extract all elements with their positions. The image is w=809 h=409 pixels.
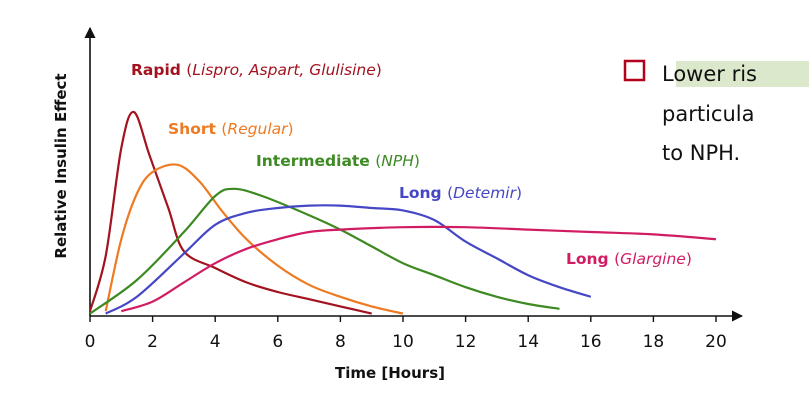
long-detemir-line [105, 204, 592, 315]
x-tick-label: 14 [517, 332, 539, 352]
x-tick-label: 6 [272, 332, 283, 352]
x-tick-label: 18 [643, 332, 665, 352]
x-tick-label: 20 [705, 332, 727, 352]
x-tick-label: 4 [210, 332, 221, 352]
checkbox-bullet-icon [623, 59, 646, 82]
short-line [104, 163, 404, 315]
x-tick-label: 0 [85, 332, 96, 352]
short-label: Short (Regular) [168, 120, 294, 138]
x-tick-label: 12 [455, 332, 477, 352]
x-ticks: 0 2 4 6 8 10 12 14 16 18 20 [85, 316, 727, 352]
long-detemir-label: Long (Detemir) [399, 184, 522, 202]
intermediate-label: Intermediate (NPH) [256, 152, 420, 170]
long-glargine-line [120, 225, 717, 313]
x-tick-label: 10 [392, 332, 414, 352]
y-axis-title: Relative Insulin Effect [52, 73, 70, 258]
series-lines [88, 110, 717, 315]
rapid-line [88, 110, 372, 315]
rapid-label: Rapid (Lispro, Aspart, Glulisine) [131, 61, 382, 79]
side-note-line-2: particula [662, 102, 754, 126]
long-glargine-label: Long (Glargine) [566, 250, 692, 268]
x-axis-title: Time [Hours] [335, 364, 445, 382]
side-note-line-1: Lower ris [662, 62, 757, 86]
side-note-line-3: to NPH. [662, 141, 740, 165]
series-labels: Rapid (Lispro, Aspart, Glulisine) Short (… [131, 61, 692, 268]
side-note-highlight [676, 61, 809, 87]
intermediate-line [89, 187, 560, 315]
x-tick-label: 8 [335, 332, 346, 352]
x-tick-label: 16 [580, 332, 602, 352]
x-tick-label: 2 [147, 332, 158, 352]
side-note: Lower ris particula to NPH. [623, 59, 809, 165]
